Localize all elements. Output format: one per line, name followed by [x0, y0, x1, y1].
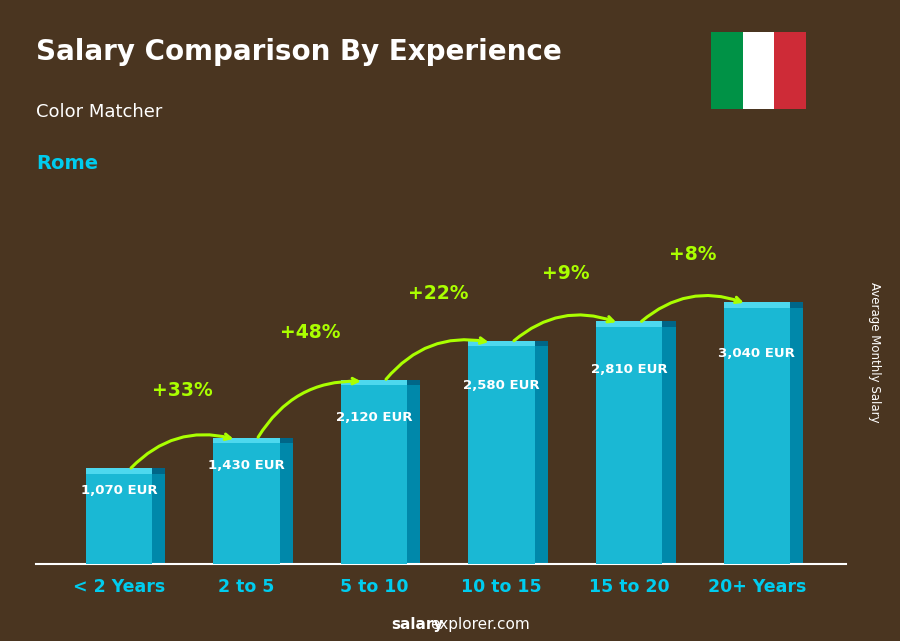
Bar [86, 474, 152, 564]
Bar [213, 444, 280, 564]
Bar [341, 385, 407, 564]
Bar [468, 341, 535, 347]
Text: 1,070 EUR: 1,070 EUR [81, 483, 158, 497]
Bar [790, 308, 803, 564]
Bar [280, 444, 292, 564]
Bar [724, 302, 790, 308]
Bar [280, 438, 292, 444]
Bar [468, 347, 535, 564]
Bar [790, 302, 803, 308]
Text: Salary Comparison By Experience: Salary Comparison By Experience [36, 38, 562, 67]
Text: Average Monthly Salary: Average Monthly Salary [868, 282, 881, 423]
Bar [596, 327, 662, 564]
Text: +9%: +9% [542, 265, 590, 283]
Text: 2,120 EUR: 2,120 EUR [336, 411, 412, 424]
Bar [152, 468, 166, 474]
Bar [213, 438, 280, 444]
Text: 2,810 EUR: 2,810 EUR [590, 363, 668, 376]
Text: salary: salary [392, 617, 444, 633]
Text: Rome: Rome [36, 154, 98, 173]
Bar [86, 468, 152, 474]
Bar [535, 341, 548, 347]
Bar [724, 308, 790, 564]
Bar [662, 321, 676, 327]
Text: +22%: +22% [408, 284, 468, 303]
Text: explorer.com: explorer.com [430, 617, 530, 633]
Bar [152, 474, 166, 564]
Text: 1,430 EUR: 1,430 EUR [208, 459, 284, 472]
Bar [742, 32, 774, 109]
Bar [535, 347, 548, 564]
Text: +8%: +8% [670, 245, 716, 264]
Text: +48%: +48% [280, 322, 340, 342]
Text: 2,580 EUR: 2,580 EUR [464, 379, 540, 392]
Text: +33%: +33% [152, 381, 213, 400]
Text: 3,040 EUR: 3,040 EUR [718, 347, 795, 360]
Bar [662, 327, 676, 564]
Bar [711, 32, 742, 109]
Bar [407, 379, 420, 385]
Text: Color Matcher: Color Matcher [36, 103, 162, 121]
Bar [341, 379, 407, 385]
Bar [407, 385, 420, 564]
Bar [596, 321, 662, 327]
Bar [774, 32, 806, 109]
